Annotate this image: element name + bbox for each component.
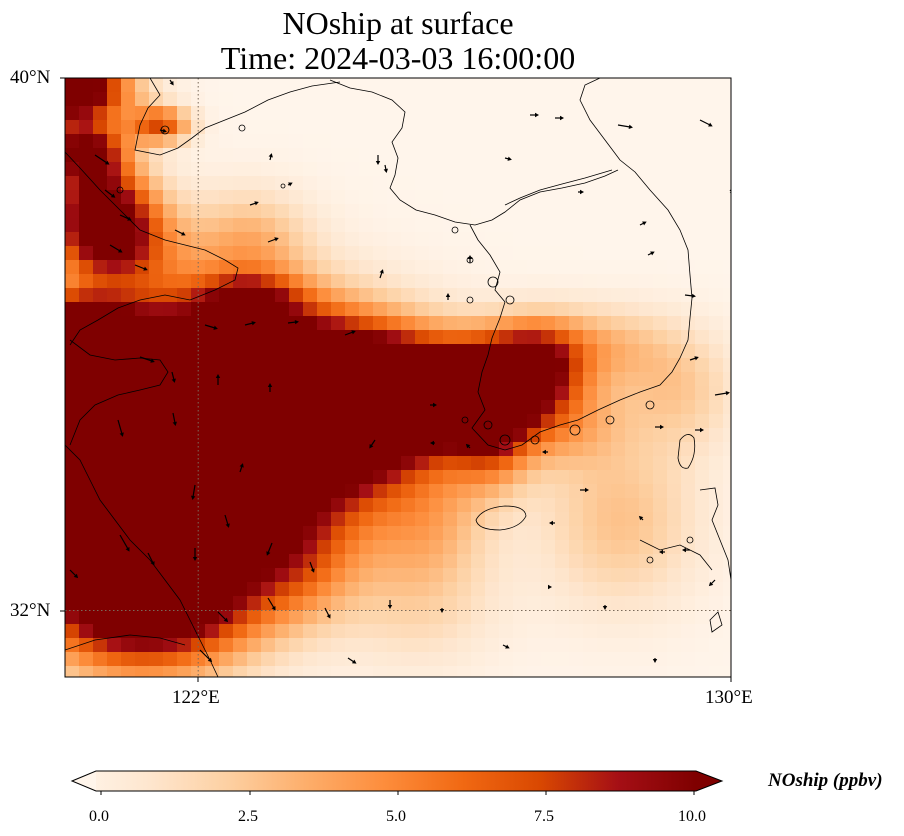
colorbar-extend-low <box>72 771 96 791</box>
colorbar-label-2: 5.0 <box>386 808 406 825</box>
wind-arrow <box>287 319 299 325</box>
wind-arrow <box>467 255 473 263</box>
wind-arrow <box>638 515 644 521</box>
wind-arrow <box>375 155 381 165</box>
colorbar-extend-high <box>696 771 722 791</box>
wind-arrow <box>344 330 356 336</box>
wind-arrow <box>347 657 357 664</box>
wind-arrow <box>578 189 584 195</box>
colorbar-outline <box>70 770 724 792</box>
wind-arrow <box>682 547 690 553</box>
wind-arrow <box>266 542 273 556</box>
wind-arrow <box>639 221 647 226</box>
wind-arrow <box>192 548 198 561</box>
lat-label-40: 40°N <box>10 67 51 88</box>
wind-arrow <box>119 534 130 552</box>
wind-arrow <box>309 561 315 573</box>
wind-arrow <box>134 264 148 271</box>
wind-arrow <box>708 579 716 587</box>
wind-arrow <box>542 449 548 455</box>
colorbar-label-4: 10.0 <box>678 808 706 825</box>
wind-arrow <box>119 214 132 221</box>
wind-arrow <box>324 607 331 619</box>
wind-arrow <box>139 356 155 363</box>
wind-arrow <box>94 154 110 165</box>
wind-arrow <box>171 371 176 383</box>
wind-arrow <box>204 324 218 330</box>
wind-arrow <box>684 293 696 299</box>
wind-arrow <box>445 293 451 300</box>
wind-arrow <box>369 439 376 449</box>
wind-arrow <box>383 164 388 173</box>
wind-arrow <box>617 124 633 130</box>
wind-vectors <box>69 79 731 664</box>
colorbar-label-1: 2.5 <box>238 808 258 825</box>
wind-arrow <box>689 356 699 361</box>
wind-arrow <box>647 251 655 256</box>
wind-arrow <box>147 552 155 566</box>
wind-arrow <box>555 115 564 121</box>
colorbar-gradient <box>72 771 696 791</box>
wind-arrow <box>430 402 437 408</box>
wind-arrow <box>224 514 230 528</box>
map-frame <box>64 77 732 678</box>
colorbar-title: NOship (ppbv) <box>768 770 883 791</box>
wind-arrow <box>267 237 279 243</box>
wind-arrow <box>602 605 608 610</box>
wind-arrow <box>199 649 213 663</box>
wind-arrow <box>172 412 177 426</box>
wind-arrow <box>548 584 552 590</box>
wind-arrow <box>387 600 393 609</box>
wind-arrow <box>104 189 116 198</box>
coastline <box>65 78 731 677</box>
wind-arrow <box>159 128 167 133</box>
wind-arrow <box>169 79 174 86</box>
lat-label-32: 32°N <box>10 600 51 621</box>
wind-arrow <box>549 520 555 526</box>
wind-arrow <box>239 463 244 473</box>
wind-arrow <box>190 484 196 500</box>
map-subtitle-time: Time: 2024-03-03 16:00:00 <box>220 40 576 76</box>
wind-arrow <box>465 443 471 449</box>
wind-arrow <box>267 597 276 611</box>
wind-arrow <box>268 153 273 161</box>
wind-arrow <box>174 229 186 236</box>
wind-arrow <box>714 390 730 396</box>
wind-arrow <box>502 644 510 649</box>
wind-arrow <box>504 156 512 161</box>
colorbar-label-0: 0.0 <box>89 808 109 825</box>
wind-arrow <box>655 424 664 430</box>
gridlines <box>65 78 731 677</box>
colorbar-label-3: 7.5 <box>534 808 554 825</box>
wind-arrow <box>530 112 539 118</box>
wind-arrow <box>430 440 435 446</box>
wind-arrow <box>379 269 384 279</box>
wind-arrow <box>287 182 293 187</box>
wind-arrow <box>249 201 259 206</box>
wind-arrow <box>109 244 123 253</box>
wind-arrow <box>439 608 445 613</box>
wind-arrow <box>659 549 665 555</box>
wind-arrow <box>215 374 221 385</box>
wind-arrow <box>580 487 589 493</box>
wind-arrow <box>117 419 124 437</box>
wind-arrow <box>695 427 704 433</box>
wind-arrow <box>699 119 713 127</box>
map-title: NOship at surface <box>282 5 514 41</box>
wind-arrow <box>267 383 273 392</box>
wind-arrow <box>652 658 658 663</box>
wind-arrow <box>244 321 256 326</box>
lon-label-122: 122°E <box>172 687 220 708</box>
wind-arrow <box>69 569 79 579</box>
wind-arrow <box>217 611 229 623</box>
lon-label-130: 130°E <box>705 687 753 708</box>
concentration-field <box>65 78 731 677</box>
